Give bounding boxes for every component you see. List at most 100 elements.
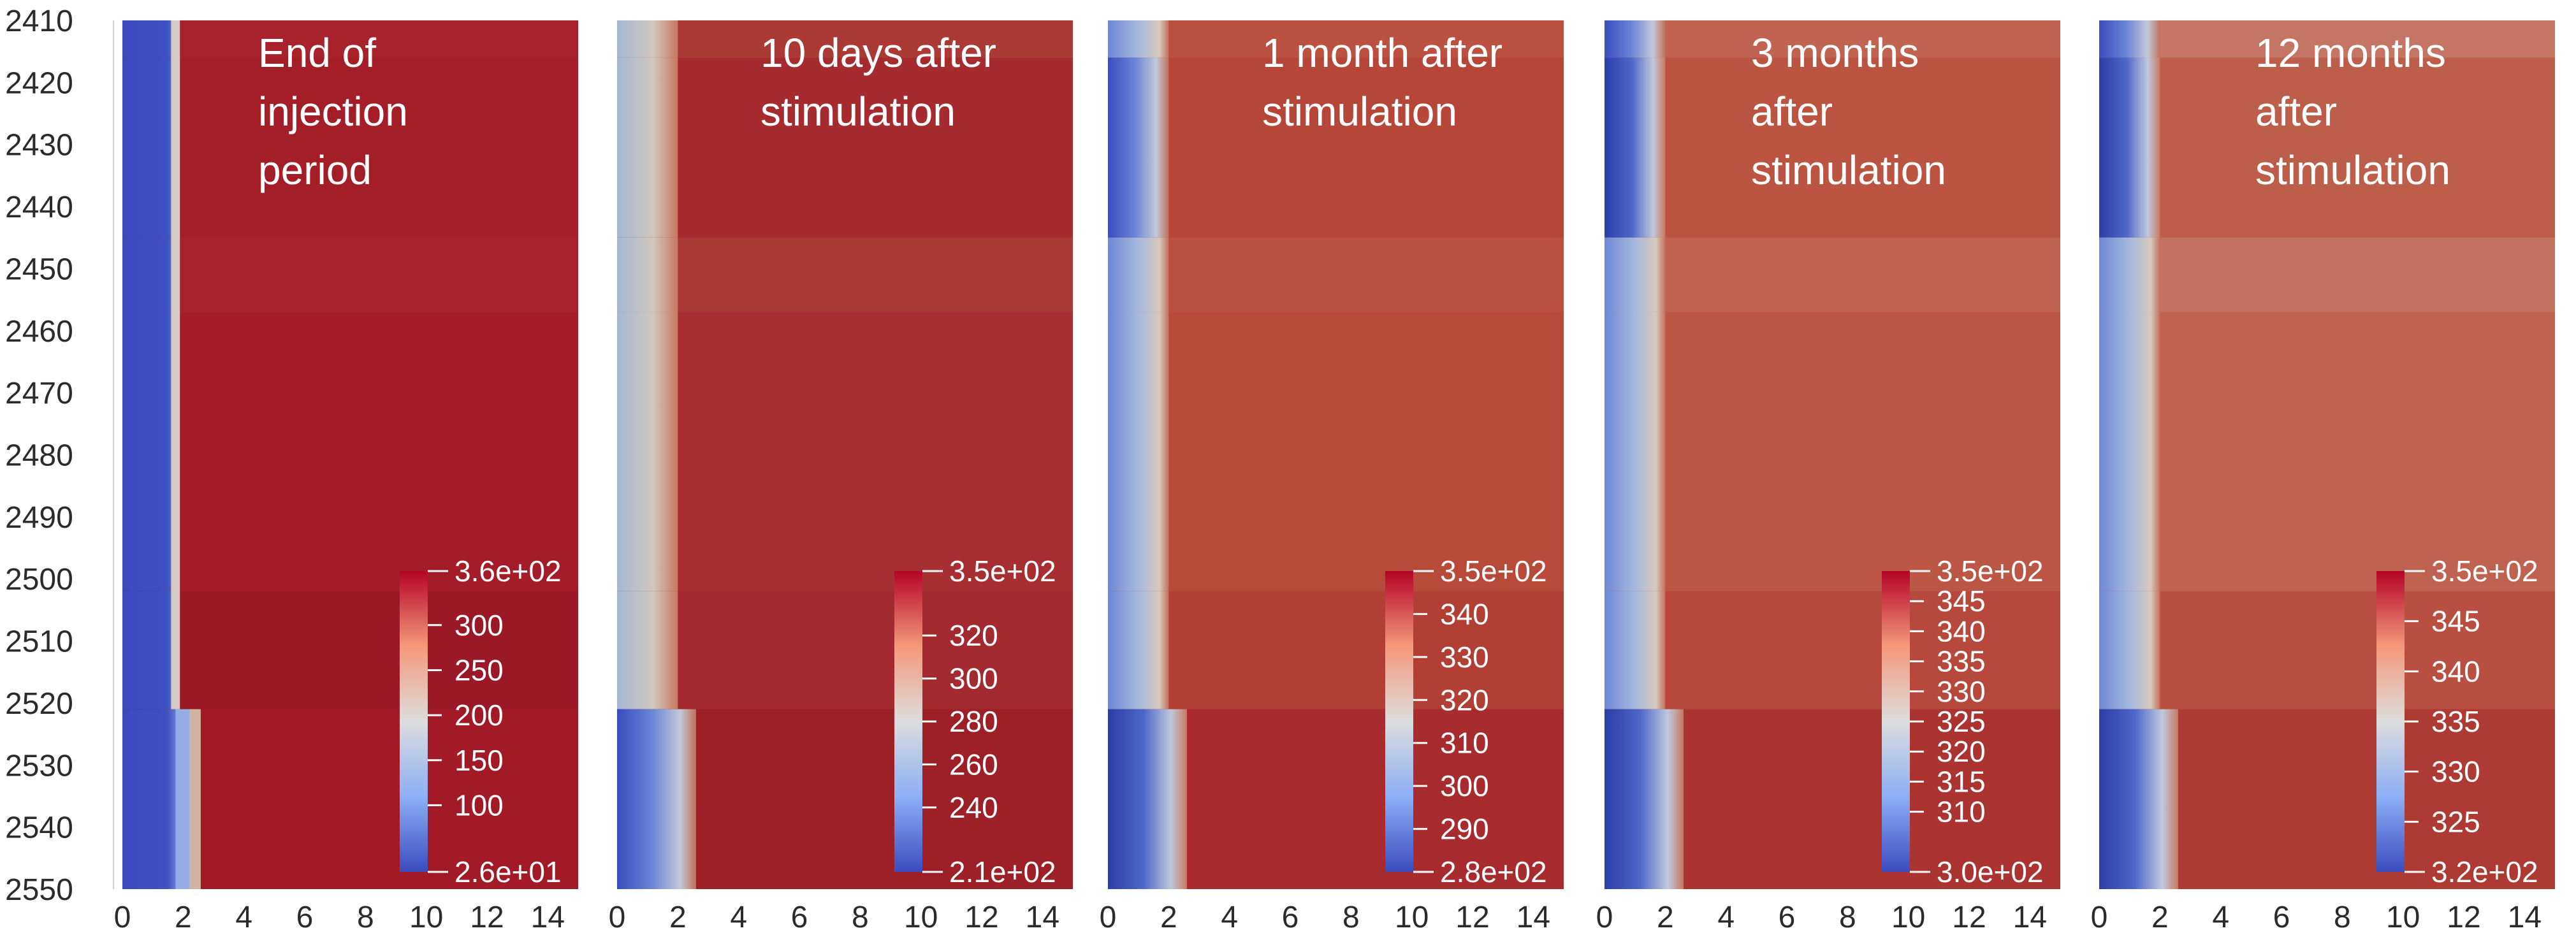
- y-tick-label: 2430: [5, 129, 73, 163]
- near-well-zone: [617, 709, 696, 889]
- near-well-zone: [1605, 709, 1684, 889]
- x-tick-label: 12: [470, 901, 504, 934]
- x-tick-label: 8: [852, 901, 869, 934]
- x-tick-label: 0: [1596, 901, 1613, 934]
- y-tick-label: 2530: [5, 749, 73, 783]
- colorbar-tick-label: 325: [1937, 705, 1986, 738]
- near-well-zone: [122, 57, 177, 238]
- x-tick-label: 4: [235, 901, 252, 934]
- x-tick-label: 12: [1952, 901, 1986, 934]
- layer-band: [1108, 591, 1564, 709]
- near-well-zone: [122, 709, 177, 889]
- layer-band: [617, 591, 1073, 709]
- colorbar-tick-label: 300: [455, 609, 504, 642]
- colorbar-tick-label: 320: [1440, 683, 1489, 716]
- colorbar-tick-label: 340: [1937, 614, 1986, 648]
- x-tick-label: 0: [1100, 901, 1117, 934]
- colorbar-min-label: 2.1e+02: [949, 855, 1056, 888]
- x-tick-label: 10: [2386, 901, 2420, 934]
- y-tick-label: 2450: [5, 252, 73, 286]
- y-tick-label: 2440: [5, 191, 73, 224]
- x-tick-label: 14: [531, 901, 565, 934]
- x-tick-label: 12: [2447, 901, 2480, 934]
- colorbar: [400, 571, 428, 872]
- x-tick-label: 4: [1221, 901, 1238, 934]
- layer-band: [122, 57, 578, 238]
- y-tick-label: 2520: [5, 687, 73, 721]
- x-tick-label: 10: [1891, 901, 1925, 934]
- colorbar: [1385, 571, 1413, 872]
- layer-band: [1108, 20, 1564, 58]
- colorbar: [1882, 571, 1910, 872]
- panel-title: stimulation: [760, 89, 956, 134]
- colorbar-tick-label: 320: [1937, 735, 1986, 768]
- layer-band: [122, 20, 578, 58]
- layer-band: [1108, 57, 1564, 238]
- colorbar: [894, 571, 922, 872]
- near-well-zone: [122, 312, 177, 591]
- layer-band: [1605, 237, 2060, 312]
- x-tick-label: 2: [175, 901, 192, 934]
- layer-band: [617, 57, 1073, 238]
- layer-band: [1605, 312, 2060, 591]
- colorbar-tick-label: 150: [455, 744, 504, 777]
- colorbar-tick-label: 330: [1937, 675, 1986, 708]
- near-well-zone: [1108, 20, 1169, 58]
- colorbar-tick-label: 260: [949, 748, 998, 781]
- near-well-zone: [617, 591, 678, 709]
- panel-title: 10 days after: [760, 30, 996, 76]
- panel-title: stimulation: [1751, 147, 1946, 193]
- layer-band: [122, 237, 578, 312]
- colorbar-tick-label: 340: [1440, 597, 1489, 630]
- y-tick-label: 2460: [5, 315, 73, 349]
- near-well-zone: [122, 237, 177, 312]
- panel: 0 2 4 6 8 10 12 14 10 days after stimulation 3.5e+…: [609, 20, 1073, 934]
- colorbar-tick-label: 300: [949, 662, 998, 695]
- near-well-zone: [122, 20, 177, 58]
- colorbar-tick-label: 290: [1440, 813, 1489, 846]
- colorbar-tick-label: 330: [2431, 755, 2480, 788]
- layer-band: [2099, 20, 2555, 58]
- colorbar-max-label: 3.6e+02: [455, 554, 562, 588]
- near-well-zone: [1605, 312, 1666, 591]
- colorbar-tick-label: 315: [1937, 765, 1986, 798]
- colorbar-max-label: 3.5e+02: [1937, 554, 2044, 588]
- colorbar: [2376, 571, 2405, 872]
- near-well-zone: [2099, 20, 2160, 58]
- y-tick-label: 2500: [5, 563, 73, 597]
- x-tick-label: 0: [114, 901, 131, 934]
- layer-band: [617, 237, 1073, 312]
- panel: 0 2 4 6 8 10 12 14 12 months after stimulation 3.5e…: [2091, 20, 2555, 934]
- colorbar-tick-label: 240: [949, 791, 998, 824]
- panel-title: 12 months: [2255, 30, 2446, 76]
- layer-band: [1605, 57, 2060, 238]
- x-tick-label: 4: [730, 901, 747, 934]
- panel: 0 2 4 6 8 10 12 14 1 month after stimulation 3.5e+…: [1100, 20, 1564, 934]
- front-sliver: [175, 709, 190, 889]
- layer-band: [122, 312, 578, 591]
- x-tick-label: 4: [1717, 901, 1735, 934]
- near-well-zone: [1108, 237, 1169, 312]
- colorbar-tick-label: 300: [1440, 769, 1489, 802]
- panel: 0 2 4 6 8 10 12 14 3 months after stimulation 3.5e+…: [1596, 20, 2060, 934]
- x-tick-label: 6: [1282, 901, 1299, 934]
- near-well-zone: [1108, 591, 1169, 709]
- x-tick-label: 14: [2013, 901, 2047, 934]
- x-tick-label: 8: [1839, 901, 1856, 934]
- x-tick-label: 2: [669, 901, 687, 934]
- colorbar-tick-label: 310: [1937, 795, 1986, 829]
- x-tick-label: 6: [2273, 901, 2290, 934]
- front-sliver: [189, 709, 201, 889]
- panel-title: stimulation: [2255, 147, 2450, 193]
- panel-title: after: [1751, 89, 1833, 134]
- panel-title: period: [258, 147, 372, 193]
- near-well-zone: [2099, 591, 2160, 709]
- colorbar-tick-label: 325: [2431, 805, 2480, 838]
- layer-band: [2099, 591, 2555, 709]
- y-tick-label: 2550: [5, 873, 73, 907]
- x-tick-label: 14: [1517, 901, 1550, 934]
- layer-band: [2099, 312, 2555, 591]
- x-tick-label: 8: [2334, 901, 2351, 934]
- near-well-zone: [1605, 591, 1666, 709]
- panel-title: End of: [258, 30, 376, 76]
